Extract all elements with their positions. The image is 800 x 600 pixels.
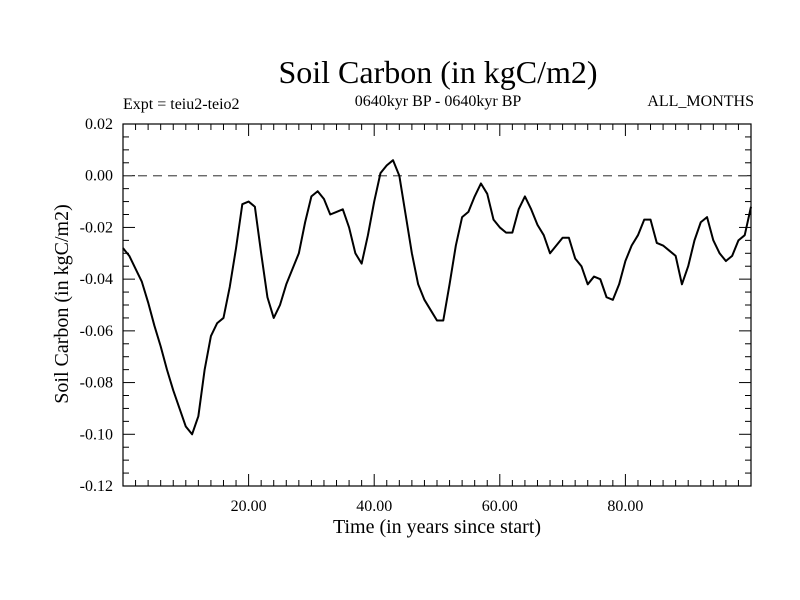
y-tick-label: -0.04 <box>80 271 113 288</box>
y-tick-label: -0.08 <box>80 375 113 392</box>
y-tick-label: -0.02 <box>80 219 113 236</box>
y-tick-label: -0.10 <box>80 426 113 443</box>
y-axis-label: Soil Carbon (in kgC/m2) <box>51 204 73 403</box>
x-tick-label: 80.00 <box>607 498 643 515</box>
y-tick-label: -0.06 <box>80 323 113 340</box>
tick-marks <box>123 124 751 486</box>
x-tick-label: 60.00 <box>482 498 518 515</box>
plot-frame <box>122 123 752 487</box>
chart-title: Soil Carbon (in kgC/m2) <box>278 54 598 90</box>
x-tick-label: 40.00 <box>356 498 392 515</box>
y-tick-label: 0.02 <box>85 116 113 133</box>
y-tick-label: -0.12 <box>80 478 113 495</box>
x-axis-label: Time (in years since start) <box>333 516 541 538</box>
experiment-label: Expt = teiu2-teio2 <box>123 96 240 113</box>
x-tick-label: 20.00 <box>231 498 267 515</box>
period-label: 0640kyr BP - 0640kyr BP <box>354 93 522 110</box>
y-tick-label: 0.00 <box>85 168 113 185</box>
months-label: ALL_MONTHS <box>647 93 754 110</box>
series-line-teiu2-teio2 <box>122 159 752 436</box>
tick-labels: 20.00 40.00 60.00 80.00 0.02 0.00 -0.02 -0.04 -0… <box>80 116 644 515</box>
